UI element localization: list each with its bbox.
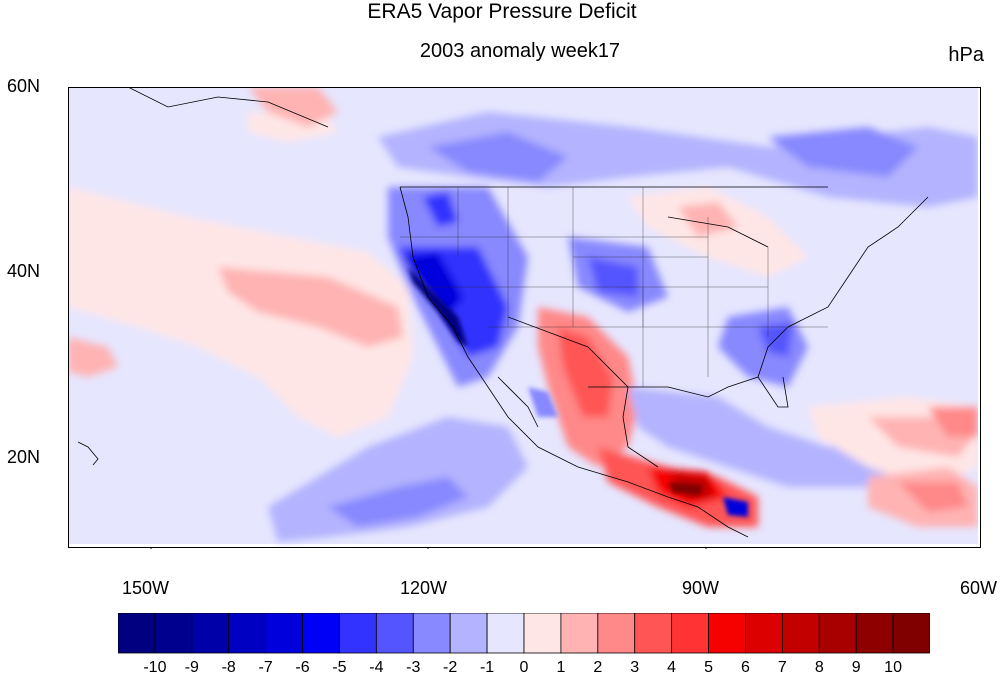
colorbar-label: -9 [184, 659, 199, 676]
map-edge-strip [978, 87, 988, 549]
colorbar-swatch [412, 613, 451, 654]
colorbar-label: -6 [295, 659, 310, 676]
colorbar-swatch [708, 613, 746, 654]
plot-title: ERA5 Vapor Pressure Deficit [367, 0, 637, 23]
lat-label-20n: 20N [6, 447, 40, 467]
colorbar-swatch [634, 613, 673, 654]
lat-label-60n: 60N [6, 76, 40, 96]
colorbar-swatch [449, 613, 488, 654]
colorbar-label: 3 [630, 659, 640, 676]
colorbar-swatch [892, 613, 930, 654]
colorbar-label: 2 [593, 659, 603, 676]
colorbar-label: -7 [258, 659, 273, 676]
coastline-layer [68, 87, 929, 538]
colorbar-label: 8 [814, 659, 824, 676]
lon-label-150w: 150W [122, 578, 170, 598]
colorbar-label: 4 [667, 659, 677, 676]
map-frame [68, 87, 981, 549]
colorbar-label: 1 [556, 659, 566, 676]
colorbar-label: 5 [704, 659, 713, 676]
lon-label-90w: 90W [682, 578, 720, 598]
colorbar-label: 7 [777, 659, 787, 676]
colorbar-swatch [745, 613, 783, 654]
colorbar-swatch [818, 613, 857, 654]
colorbar-label: -10 [143, 659, 167, 676]
colorbar-label: -8 [221, 659, 236, 676]
colorbar-swatch [597, 613, 636, 654]
colorbar-label: 10 [884, 659, 902, 676]
units-label: hPa [948, 44, 984, 66]
colorbar-swatch [855, 613, 894, 654]
colorbar [118, 613, 930, 654]
colorbar-label: -4 [369, 659, 384, 676]
colorbar-swatch [265, 613, 303, 654]
state-borders [400, 187, 828, 387]
colorbar-label: -3 [406, 659, 421, 676]
colorbar-swatch [154, 613, 193, 654]
colorbar-swatch [375, 613, 414, 654]
colorbar-swatch [486, 613, 525, 654]
lat-label-40n: 40N [6, 261, 40, 281]
colorbar-label: -5 [332, 659, 347, 676]
colorbar-label: 9 [851, 659, 861, 676]
plot-subtitle: 2003 anomaly week17 [419, 40, 621, 62]
colorbar-label: -2 [443, 659, 458, 676]
colorbar-swatch [339, 613, 377, 654]
colorbar-label: -1 [479, 659, 495, 676]
anomaly-map [68, 87, 988, 549]
lon-label-120w: 120W [400, 578, 448, 598]
colorbar-swatch [191, 613, 230, 654]
lon-label-60w: 60W [960, 578, 998, 598]
colorbar-swatch [302, 613, 340, 654]
colorbar-label: 6 [741, 659, 750, 676]
colorbar-swatch [560, 613, 599, 654]
colorbar-swatch [228, 613, 267, 654]
colorbar-swatch [118, 613, 156, 654]
colorbar-label: 0 [519, 659, 529, 676]
colorbar-swatch [671, 613, 709, 654]
colorbar-swatch [781, 613, 820, 654]
colorbar-swatch [523, 613, 562, 654]
